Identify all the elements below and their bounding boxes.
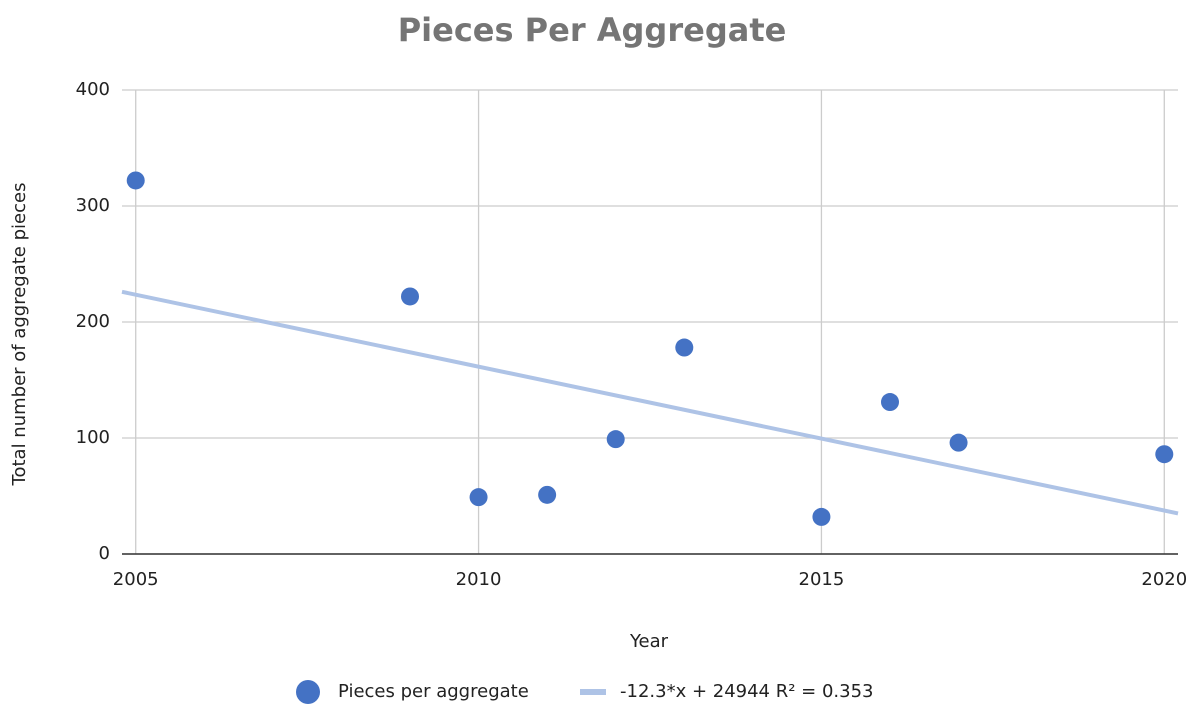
y-axis-title: Total number of aggregate pieces [9,183,30,487]
y-tick-label: 400 [76,79,110,100]
y-tick-label: 0 [99,543,110,564]
point [126,171,145,190]
legend-swatch [296,680,320,704]
x-tick-label: 2010 [456,569,502,590]
point [812,507,831,526]
point [538,485,557,504]
legend-label: -12.3*x + 24944 R² = 0.353 [620,681,874,702]
point [949,433,968,452]
chart-title: Pieces Per Aggregate [398,11,787,49]
y-tick-label: 300 [76,195,110,216]
trendline [121,289,1179,516]
point [881,393,899,412]
point [469,488,488,507]
x-axis-title: Year [629,631,669,652]
y-tick-label: 200 [76,311,110,332]
y-tick-label: 100 [76,427,110,448]
x-tick-label: 2020 [1141,569,1187,590]
point [675,338,694,357]
point [401,287,419,306]
point [1155,445,1174,464]
point [606,430,625,449]
x-tick-label: 2015 [799,569,845,590]
legend-label: Pieces per aggregate [338,681,529,702]
x-tick-label: 2005 [113,569,159,590]
